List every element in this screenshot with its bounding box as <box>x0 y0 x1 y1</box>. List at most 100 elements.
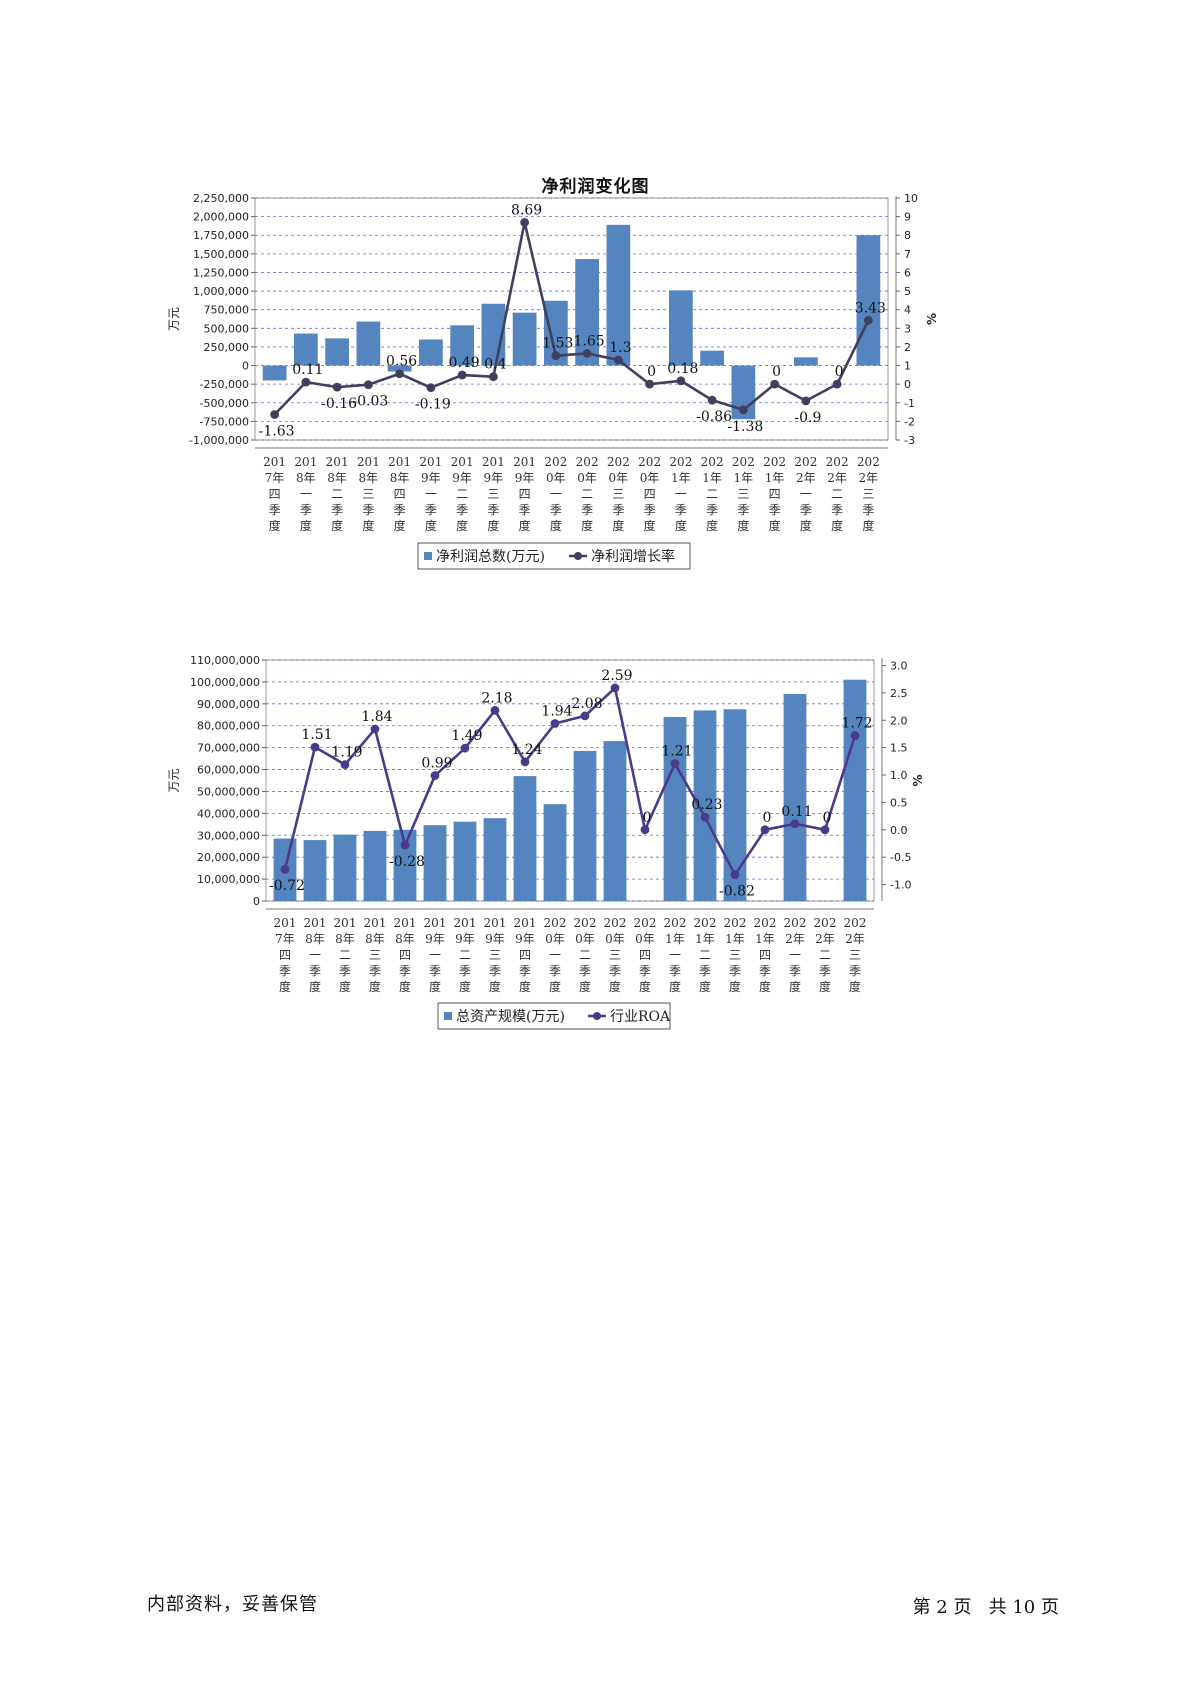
y-left-tick-label: 70,000,000 <box>197 742 260 755</box>
data-label: 1.49 <box>451 728 482 744</box>
y-right-tick-label: -1 <box>904 397 915 410</box>
y-left-tick-label: 1,250,000 <box>193 266 249 279</box>
line-point <box>738 405 748 415</box>
x-tick-label: 201 9年二季度 <box>451 455 474 533</box>
data-label: 2.08 <box>571 696 602 712</box>
data-label: -0.72 <box>269 878 305 894</box>
y-left-tick-label: 90,000,000 <box>197 698 260 711</box>
x-tick-label: 202 2年二季度 <box>826 455 849 533</box>
data-label: -0.28 <box>389 854 425 870</box>
data-label: -0.19 <box>415 397 451 413</box>
x-tick-label: 201 9年一季度 <box>419 455 442 533</box>
y-right-tick-label: 9 <box>904 211 911 224</box>
x-tick-label: 202 1年二季度 <box>701 455 724 533</box>
line-point <box>707 395 717 405</box>
line-point <box>610 683 620 693</box>
y-right-tick-label: 2.0 <box>890 714 908 727</box>
x-tick-label: 201 7年四季度 <box>263 455 286 533</box>
x-tick-label: 202 0年三季度 <box>604 916 627 994</box>
x-tick-label: 202 1年一季度 <box>669 455 692 533</box>
bar <box>723 709 747 901</box>
y-right-axis-label: % <box>911 774 925 786</box>
data-label: 1.84 <box>361 709 392 725</box>
bar <box>783 693 807 901</box>
data-label: -1.63 <box>259 423 295 439</box>
y-left-tick-label: 20,000,000 <box>197 851 260 864</box>
line-point <box>430 771 440 780</box>
line-point <box>488 372 498 382</box>
x-tick-label: 201 9年一季度 <box>424 916 447 994</box>
y-left-tick-label: 250,000 <box>204 341 250 354</box>
data-label: 1.65 <box>574 333 605 349</box>
x-tick-label: 202 0年四季度 <box>638 455 661 533</box>
x-tick-label: 202 1年一季度 <box>664 916 687 994</box>
bar <box>693 710 717 901</box>
y-right-tick-label: 1.0 <box>890 769 908 782</box>
y-left-tick-label: 1,000,000 <box>193 285 249 298</box>
line-point <box>850 731 860 740</box>
x-tick-label: 202 1年三季度 <box>724 916 747 994</box>
data-label: 2.18 <box>481 690 512 706</box>
y-left-tick-label: 40,000,000 <box>197 807 260 820</box>
data-label: 0.11 <box>781 804 812 820</box>
net-profit-chart: 净利润变化图 -1,000,000 -750,000 -500,000 -250,00… <box>0 160 1191 630</box>
line-point <box>770 379 780 389</box>
x-tick-label: 201 9年三季度 <box>482 455 505 533</box>
bar <box>573 750 597 901</box>
plot-area <box>265 659 875 902</box>
x-tick-label: 201 8年三季度 <box>357 455 380 533</box>
series-line <box>283 686 857 877</box>
x-tick-label: 201 8年四季度 <box>388 455 411 533</box>
bar <box>606 224 631 366</box>
y-left-tick-label: 1,500,000 <box>193 248 249 261</box>
y-left-tick-label: 110,000,000 <box>190 654 260 667</box>
x-tick-label: 202 1年四季度 <box>763 455 786 533</box>
line-point <box>640 825 650 835</box>
total-assets-chart-plot: 0 10,000,000 20,000,000 30,000,000 40,000,00… <box>167 654 925 1030</box>
line-point <box>395 369 405 379</box>
x-tick-label: 202 0年二季度 <box>574 916 597 994</box>
data-label: -0.86 <box>696 409 732 425</box>
x-tick-label: 202 2年三季度 <box>857 455 880 533</box>
bar <box>262 365 287 381</box>
y-left-tick-label: -250,000 <box>200 378 249 391</box>
y-left-tick-label: 0 <box>242 360 249 373</box>
x-tick-label: 201 8年二季度 <box>334 916 357 994</box>
legend-box <box>437 1002 671 1030</box>
line-point <box>670 759 680 768</box>
bar <box>700 350 724 366</box>
legend-bar-label: 净利润总数(万元) <box>436 549 545 565</box>
y-left-axis-label: 万元 <box>167 307 181 331</box>
bar <box>356 321 381 366</box>
line-point <box>400 840 410 850</box>
y-left-tick-label: -1,000,000 <box>189 434 249 447</box>
x-tick-label: 202 2年三季度 <box>844 916 867 994</box>
x-tick-label: 202 2年一季度 <box>784 916 807 994</box>
data-label: 1.53 <box>542 336 573 352</box>
line-point <box>645 379 655 389</box>
x-tick-label: 202 0年四季度 <box>634 916 657 994</box>
line-point <box>580 711 590 721</box>
x-tick-label: 201 9年四季度 <box>514 916 537 994</box>
y-left-tick-label: 2,000,000 <box>193 211 249 224</box>
data-label: 1.3 <box>609 340 631 356</box>
line-point <box>301 377 311 387</box>
data-label: 0.49 <box>449 355 480 371</box>
line-point <box>790 819 800 829</box>
bar <box>543 804 567 901</box>
y-right-tick-label: 4 <box>904 304 911 317</box>
data-label: -0.9 <box>794 410 821 426</box>
x-tick-label: 201 9年二季度 <box>454 916 477 994</box>
y-right-tick-label: 3 <box>904 322 911 335</box>
data-label: 1.21 <box>661 744 692 760</box>
x-tick-label: 202 0年二季度 <box>576 455 599 533</box>
bar <box>513 776 537 901</box>
x-tick-label: 201 8年二季度 <box>326 455 349 533</box>
line-point <box>270 410 280 419</box>
bar <box>450 325 474 366</box>
line-point <box>332 382 342 392</box>
bar <box>325 338 349 366</box>
data-label: 1.94 <box>541 704 572 720</box>
line-point <box>460 743 470 753</box>
y-right-tick-label: -1.0 <box>890 879 911 892</box>
